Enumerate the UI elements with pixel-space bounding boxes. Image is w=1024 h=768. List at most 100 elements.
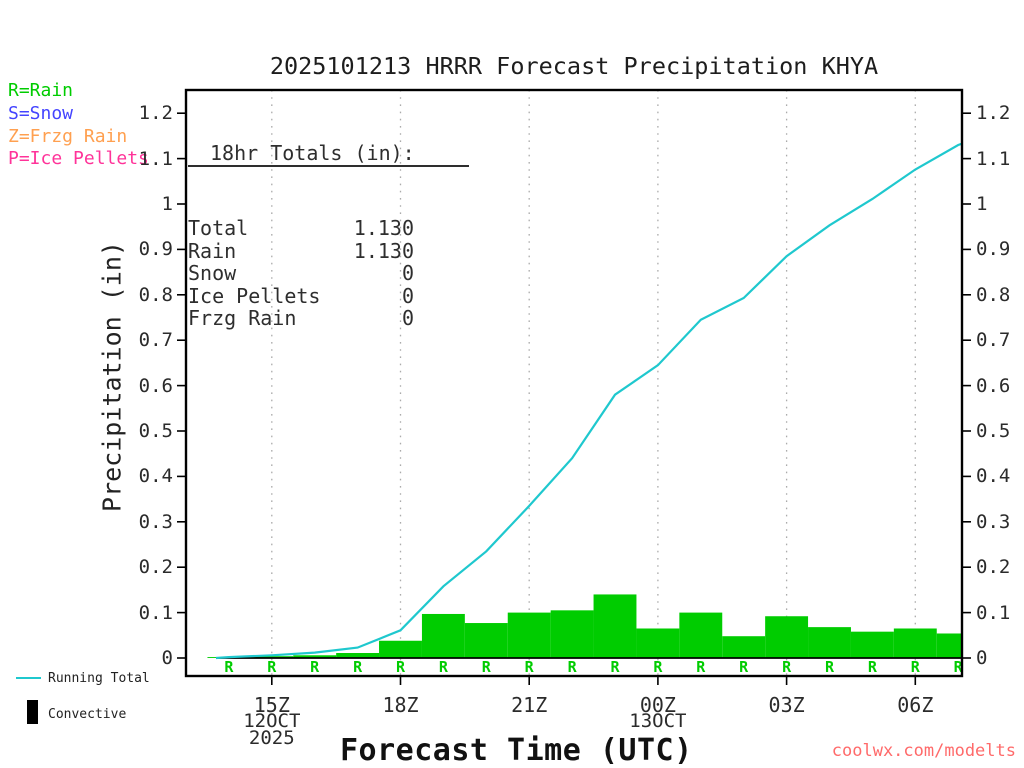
totals-box-header: 18hr Totals (in): <box>188 141 469 167</box>
ptype-legend-item: P=Ice Pellets <box>8 148 149 170</box>
precip-bar <box>808 627 851 658</box>
totals-box: 18hr Totals (in): Total 1.130 Rain 1.130 Sno… <box>188 93 469 378</box>
convective-bar-swatch <box>27 700 38 724</box>
precip-type-marker: R <box>482 658 492 676</box>
y-tick-label-left: 0.3 <box>138 510 173 533</box>
totals-row-label: Total <box>188 216 249 240</box>
totals-row-label: Frzg Rain <box>188 306 297 331</box>
totals-row-value: 0 <box>401 261 414 286</box>
precip-bar <box>293 655 337 658</box>
totals-box-rows: Total 1.130 Rain 1.130 Snow 0 Ice Pellets 0 Frzg… <box>188 217 469 330</box>
y-tick-label-right: 0.5 <box>976 420 1011 442</box>
x-tick-date-label: 13OCT <box>629 710 687 732</box>
ptype-legend-item: Z=Frzg Rain <box>8 125 128 147</box>
precip-type-marker: R <box>782 658 792 676</box>
precip-bar <box>765 616 809 658</box>
precip-type-marker: R <box>267 658 277 676</box>
y-tick-label-left: 0.6 <box>138 374 173 397</box>
totals-row-label: Ice Pellets <box>188 283 321 308</box>
precip-type-marker: R <box>868 658 878 676</box>
precip-type-marker: R <box>353 658 363 676</box>
totals-row: Total 1.130 <box>188 217 414 240</box>
precip-type-marker: R <box>439 658 449 676</box>
precip-bar <box>250 656 294 658</box>
precip-type-marker: R <box>525 658 535 676</box>
running-total-line-swatch <box>16 677 41 679</box>
precip-bar <box>464 623 508 658</box>
precip-bar <box>336 653 380 658</box>
y-tick-label-right: 0.7 <box>976 329 1011 352</box>
y-tick-label-right: 0.1 <box>976 601 1011 624</box>
running-total-legend-label: Running Total <box>48 671 150 686</box>
precip-type-marker: R <box>653 658 663 676</box>
precip-bar <box>421 613 465 658</box>
precip-type-marker: R <box>911 658 921 676</box>
precip-type-marker: R <box>224 658 234 676</box>
x-tick-label: 03Z <box>768 693 805 717</box>
x-tick-label: 15Z <box>253 693 290 717</box>
watermark: coolwx.com/modelts <box>831 741 1016 761</box>
y-tick-label-left: 1.1 <box>138 147 173 170</box>
precip-bar <box>893 628 937 658</box>
y-tick-label-right: 0.4 <box>976 465 1011 488</box>
precip-bar <box>550 610 594 658</box>
y-tick-label-right: 0.8 <box>976 283 1011 306</box>
y-tick-label-left: 0.8 <box>138 283 173 306</box>
y-tick-label-right: 1.1 <box>976 147 1011 170</box>
precip-bar <box>936 633 962 658</box>
y-tick-label-left: 0.4 <box>138 465 173 488</box>
x-tick-label: 18Z <box>382 693 419 717</box>
totals-row-value: 0 <box>401 283 414 308</box>
precip-type-marker: R <box>396 658 406 676</box>
x-tick-label: 21Z <box>511 693 548 717</box>
convective-legend-label: Convective <box>48 707 127 722</box>
totals-row: Snow 0 <box>188 262 414 285</box>
y-tick-label-right: 0 <box>976 647 988 669</box>
ptype-legend-item: S=Snow <box>8 102 74 124</box>
running-total-line <box>215 142 962 660</box>
y-tick-label-left: 0 <box>161 647 173 669</box>
y-tick-label-right: 1.2 <box>976 102 1011 125</box>
totals-row: Rain 1.130 <box>188 238 414 263</box>
precip-bar <box>850 631 894 658</box>
x-tick-date-label: 2025 <box>248 727 295 749</box>
y-tick-label-right: 0.6 <box>976 374 1011 397</box>
y-tick-label-left: 0.9 <box>138 238 173 261</box>
totals-row: Frzg Rain 0 <box>188 307 414 330</box>
totals-row-value: 1.130 <box>353 238 414 263</box>
x-tick-label: 00Z <box>639 693 676 717</box>
ptype-legend-item: R=Rain <box>8 80 74 101</box>
y-tick-label-left: 0.5 <box>138 420 173 442</box>
precip-bar <box>507 612 551 658</box>
totals-row: Ice Pellets 0 <box>188 285 414 308</box>
x-tick-date-label: 12OCT <box>243 710 301 732</box>
y-tick-label-right: 0.9 <box>976 238 1011 261</box>
y-tick-label-left: 1.2 <box>138 102 173 125</box>
y-tick-label-left: 0.1 <box>138 601 173 624</box>
precip-type-legend: R=Rain S=Snow Z=Frzg Rain P=Ice Pellets <box>8 80 149 171</box>
y-tick-label-left: 0.2 <box>138 556 173 579</box>
precip-bar <box>679 612 723 658</box>
chart-title: 2025101213 HRRR Forecast Precipitation K… <box>269 52 879 80</box>
totals-row-value: 0 <box>401 306 414 331</box>
y-tick-label-right: 1 <box>976 193 988 215</box>
precip-type-marker: R <box>825 658 835 676</box>
precip-type-marker: R <box>610 658 620 676</box>
y-tick-label-left: 0.7 <box>138 329 173 352</box>
x-tick-label: 06Z <box>897 693 934 717</box>
totals-row-value: 1.130 <box>353 216 414 240</box>
precip-type-marker: R <box>954 658 964 676</box>
precip-type-marker: R <box>696 658 706 676</box>
precip-bar <box>722 636 766 658</box>
precip-bar <box>636 628 680 658</box>
y-tick-label-right: 0.2 <box>976 556 1011 579</box>
precip-type-marker: R <box>739 658 749 676</box>
y-tick-label-right: 0.3 <box>976 510 1011 533</box>
totals-row-label: Snow <box>188 261 237 286</box>
y-axis-title: Precipitation (in) <box>97 241 127 512</box>
plot-frame <box>184 88 964 678</box>
precip-bar <box>593 594 637 658</box>
x-axis-title: Forecast Time (UTC) <box>340 733 693 768</box>
